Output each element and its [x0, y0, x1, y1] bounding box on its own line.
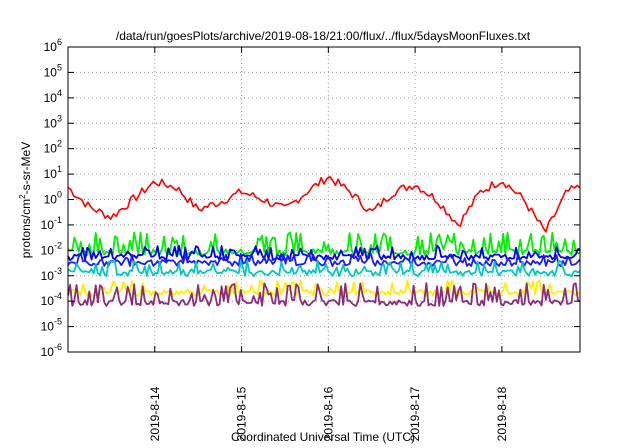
y-axis-label: protons/cm2-s-sr-MeV	[18, 142, 33, 258]
y-tick-label: 104	[44, 88, 62, 105]
y-tick-label-exponent: 3	[57, 113, 62, 123]
y-tick-label-exponent: 4	[57, 88, 62, 98]
y-tick-label: 10-6	[41, 342, 62, 359]
y-tick-label: 10-3	[41, 266, 62, 283]
y-tick-label-base: 10	[41, 269, 55, 283]
y-tick-label-exponent: 5	[57, 62, 62, 72]
y-tick-label-base: 10	[44, 167, 58, 181]
grid	[68, 47, 580, 352]
y-tick-label: 100	[44, 190, 62, 207]
series-line-5	[67, 279, 581, 297]
y-axis-label-rest: -s-sr-MeV	[19, 142, 33, 195]
y-tick-label-base: 10	[44, 142, 58, 156]
y-tick-label-exponent: 6	[57, 37, 62, 47]
y-tick-label: 10-5	[41, 317, 62, 334]
x-axis: 2019-8-14 2019-8-15 2019-8-16 2019-8-17 2019…	[148, 47, 509, 441]
y-tick-label-exponent: -3	[54, 266, 62, 276]
series-line-4	[67, 259, 581, 278]
y-tick-label: 101	[44, 164, 62, 181]
y-tick-label-exponent: 1	[57, 164, 62, 174]
series-line-3	[67, 252, 581, 267]
y-tick-label: 10-1	[41, 215, 62, 232]
series-line-6	[67, 282, 581, 307]
series-layer	[67, 175, 581, 307]
y-tick-label-exponent: -4	[54, 291, 62, 301]
y-tick-label-exponent: -6	[54, 342, 62, 352]
chart-title: /data/run/goesPlots/archive/2019-08-18/2…	[116, 29, 531, 43]
series-line-1	[67, 231, 581, 257]
y-tick-label-exponent: 2	[57, 139, 62, 149]
x-tick-label: 2019-8-17	[408, 386, 422, 441]
y-axis-label-sup: 2	[18, 194, 27, 199]
y-tick-label-exponent: -2	[54, 240, 62, 250]
series-line-0	[67, 175, 581, 233]
y-tick-label: 105	[44, 62, 62, 79]
y-tick-label-exponent: -1	[54, 215, 62, 225]
x-tick-label: 2019-8-14	[148, 386, 162, 441]
x-tick-label: 2019-8-15	[235, 386, 249, 441]
y-tick-label-base: 10	[41, 320, 55, 334]
y-tick-label-base: 10	[41, 294, 55, 308]
y-tick-label-base: 10	[44, 193, 58, 207]
y-axis: 10-610-510-410-310-210-11001011021031041…	[41, 37, 580, 359]
y-tick-label: 106	[44, 37, 62, 54]
series-line-2	[67, 244, 581, 262]
y-tick-label-base: 10	[41, 218, 55, 232]
y-tick-label-base: 10	[44, 65, 58, 79]
y-axis-label-base: protons/cm	[19, 199, 33, 258]
y-tick-label-base: 10	[44, 91, 58, 105]
y-tick-label-base: 10	[41, 243, 55, 257]
y-tick-label-base: 10	[41, 345, 55, 359]
y-tick-label-base: 10	[44, 40, 58, 54]
y-tick-label-exponent: 0	[57, 190, 62, 200]
x-tick-label: 2019-8-16	[321, 386, 335, 441]
y-tick-label-base: 10	[44, 116, 58, 130]
x-tick-label: 2019-8-18	[495, 386, 509, 441]
y-tick-label: 102	[44, 139, 62, 156]
y-tick-label: 10-2	[41, 240, 62, 257]
y-tick-label: 103	[44, 113, 62, 130]
y-tick-label-exponent: -5	[54, 317, 62, 327]
x-axis-label: Coordinated Universal Time (UTC)	[231, 430, 415, 444]
y-tick-label: 10-4	[41, 291, 62, 308]
